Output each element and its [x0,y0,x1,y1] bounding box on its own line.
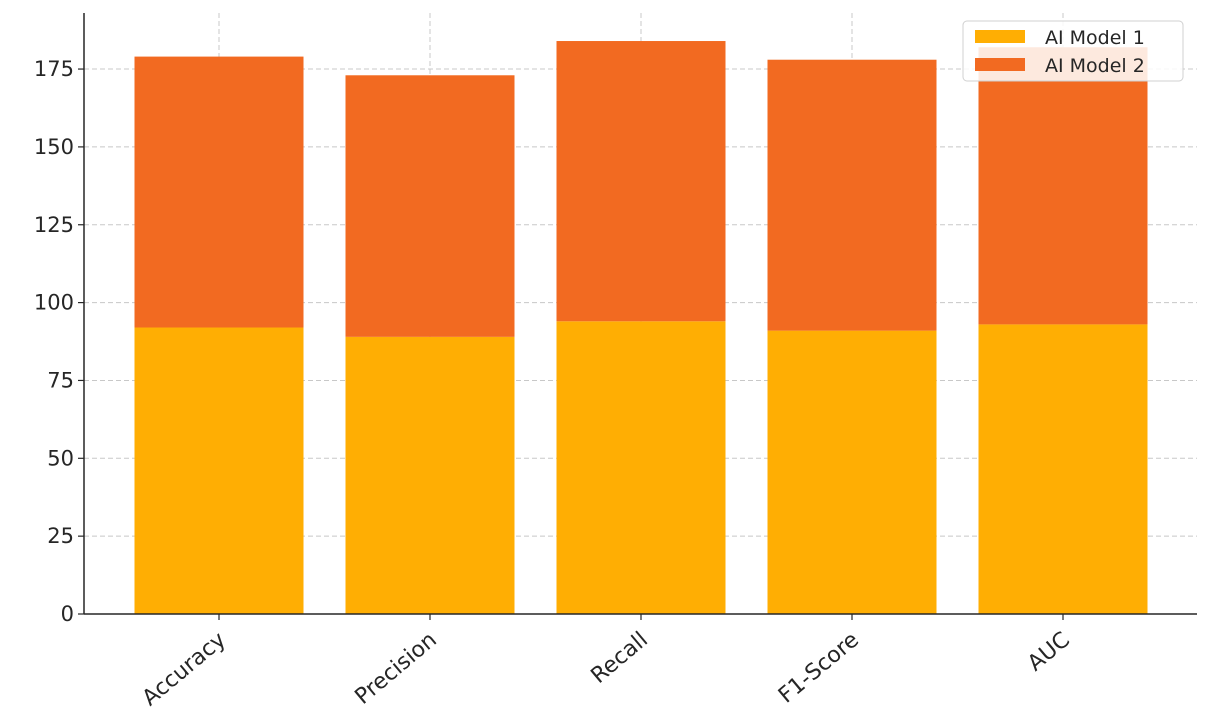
y-tick-label: 25 [47,524,74,548]
legend: AI Model 1 AI Model 2 [962,20,1184,82]
y-tick-label: 100 [34,291,74,315]
bar-ai-model-1-auc [978,324,1148,614]
y-axis-ticks: 0 25 50 75 100 125 150 175 [34,57,84,626]
y-tick-label: 0 [61,602,74,626]
bar-ai-model-2-f1-score [767,59,937,331]
x-tick-label-accuracy: Accuracy [138,627,231,711]
bars [134,41,1148,614]
bar-ai-model-2-auc [978,47,1148,325]
y-tick-label: 125 [34,213,74,237]
bar-ai-model-1-accuracy [134,327,304,614]
y-tick-label: 50 [47,446,74,470]
y-tick-label: 150 [34,135,74,159]
bar-ai-model-2-recall [556,41,726,322]
legend-label-ai-model-2: AI Model 2 [1045,55,1145,77]
bar-ai-model-2-precision [345,75,515,337]
x-tick-label-f1-score: F1-Score [774,627,864,708]
x-tick-label-precision: Precision [351,627,442,709]
legend-swatch-ai-model-1 [975,30,1025,43]
y-tick-label: 175 [34,57,74,81]
bar-ai-model-2-accuracy [134,56,304,328]
bar-ai-model-1-f1-score [767,330,937,614]
x-tick-label-recall: Recall [587,627,653,688]
x-axis-ticks: Accuracy Precision Recall F1-Score AUC [138,614,1075,711]
x-tick-label-auc: AUC [1023,627,1075,676]
legend-label-ai-model-1: AI Model 1 [1045,27,1145,49]
legend-swatch-ai-model-2 [975,58,1025,71]
bar-ai-model-1-precision [345,336,515,614]
bar-ai-model-1-recall [556,321,726,614]
y-tick-label: 75 [47,368,74,392]
